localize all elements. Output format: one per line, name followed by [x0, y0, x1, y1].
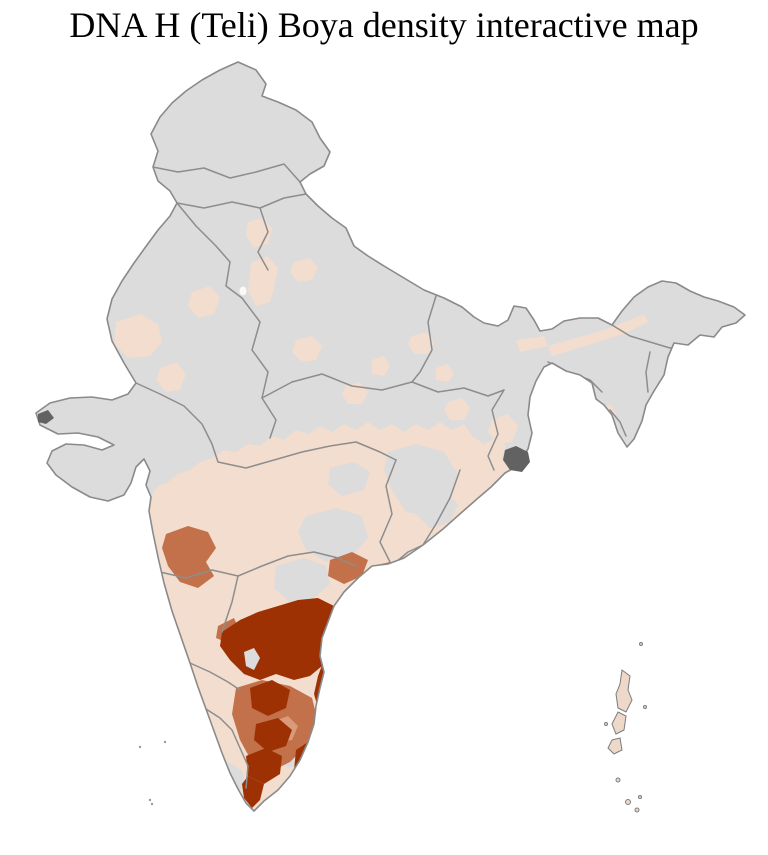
region-sundarbans-delta: [503, 446, 530, 472]
region-telangana-east-districts: [328, 552, 368, 584]
region-delhi-highlight[interactable]: [239, 286, 247, 296]
region-tirunelveli-coast: [242, 776, 264, 808]
state-borders: [135, 163, 689, 789]
region-north-tamil-nadu-cluster: [250, 680, 290, 716]
region-rann-of-kutch-islet: [38, 410, 54, 424]
region-scattered-north-districts[interactable]: [114, 218, 548, 444]
region-anantapur-hole[interactable]: [244, 648, 260, 670]
region-south-tamil-nadu-cluster: [246, 748, 282, 784]
region-andaman-islands[interactable]: [604, 642, 647, 813]
page-title: DNA H (Teli) Boya density interactive ma…: [69, 5, 699, 45]
region-central-tamil-nadu-cluster: [254, 718, 292, 752]
region-special-dark-features[interactable]: [38, 410, 530, 472]
region-lakshadweep-islets[interactable]: [138, 740, 167, 806]
india-coast-outline: [35, 61, 746, 812]
